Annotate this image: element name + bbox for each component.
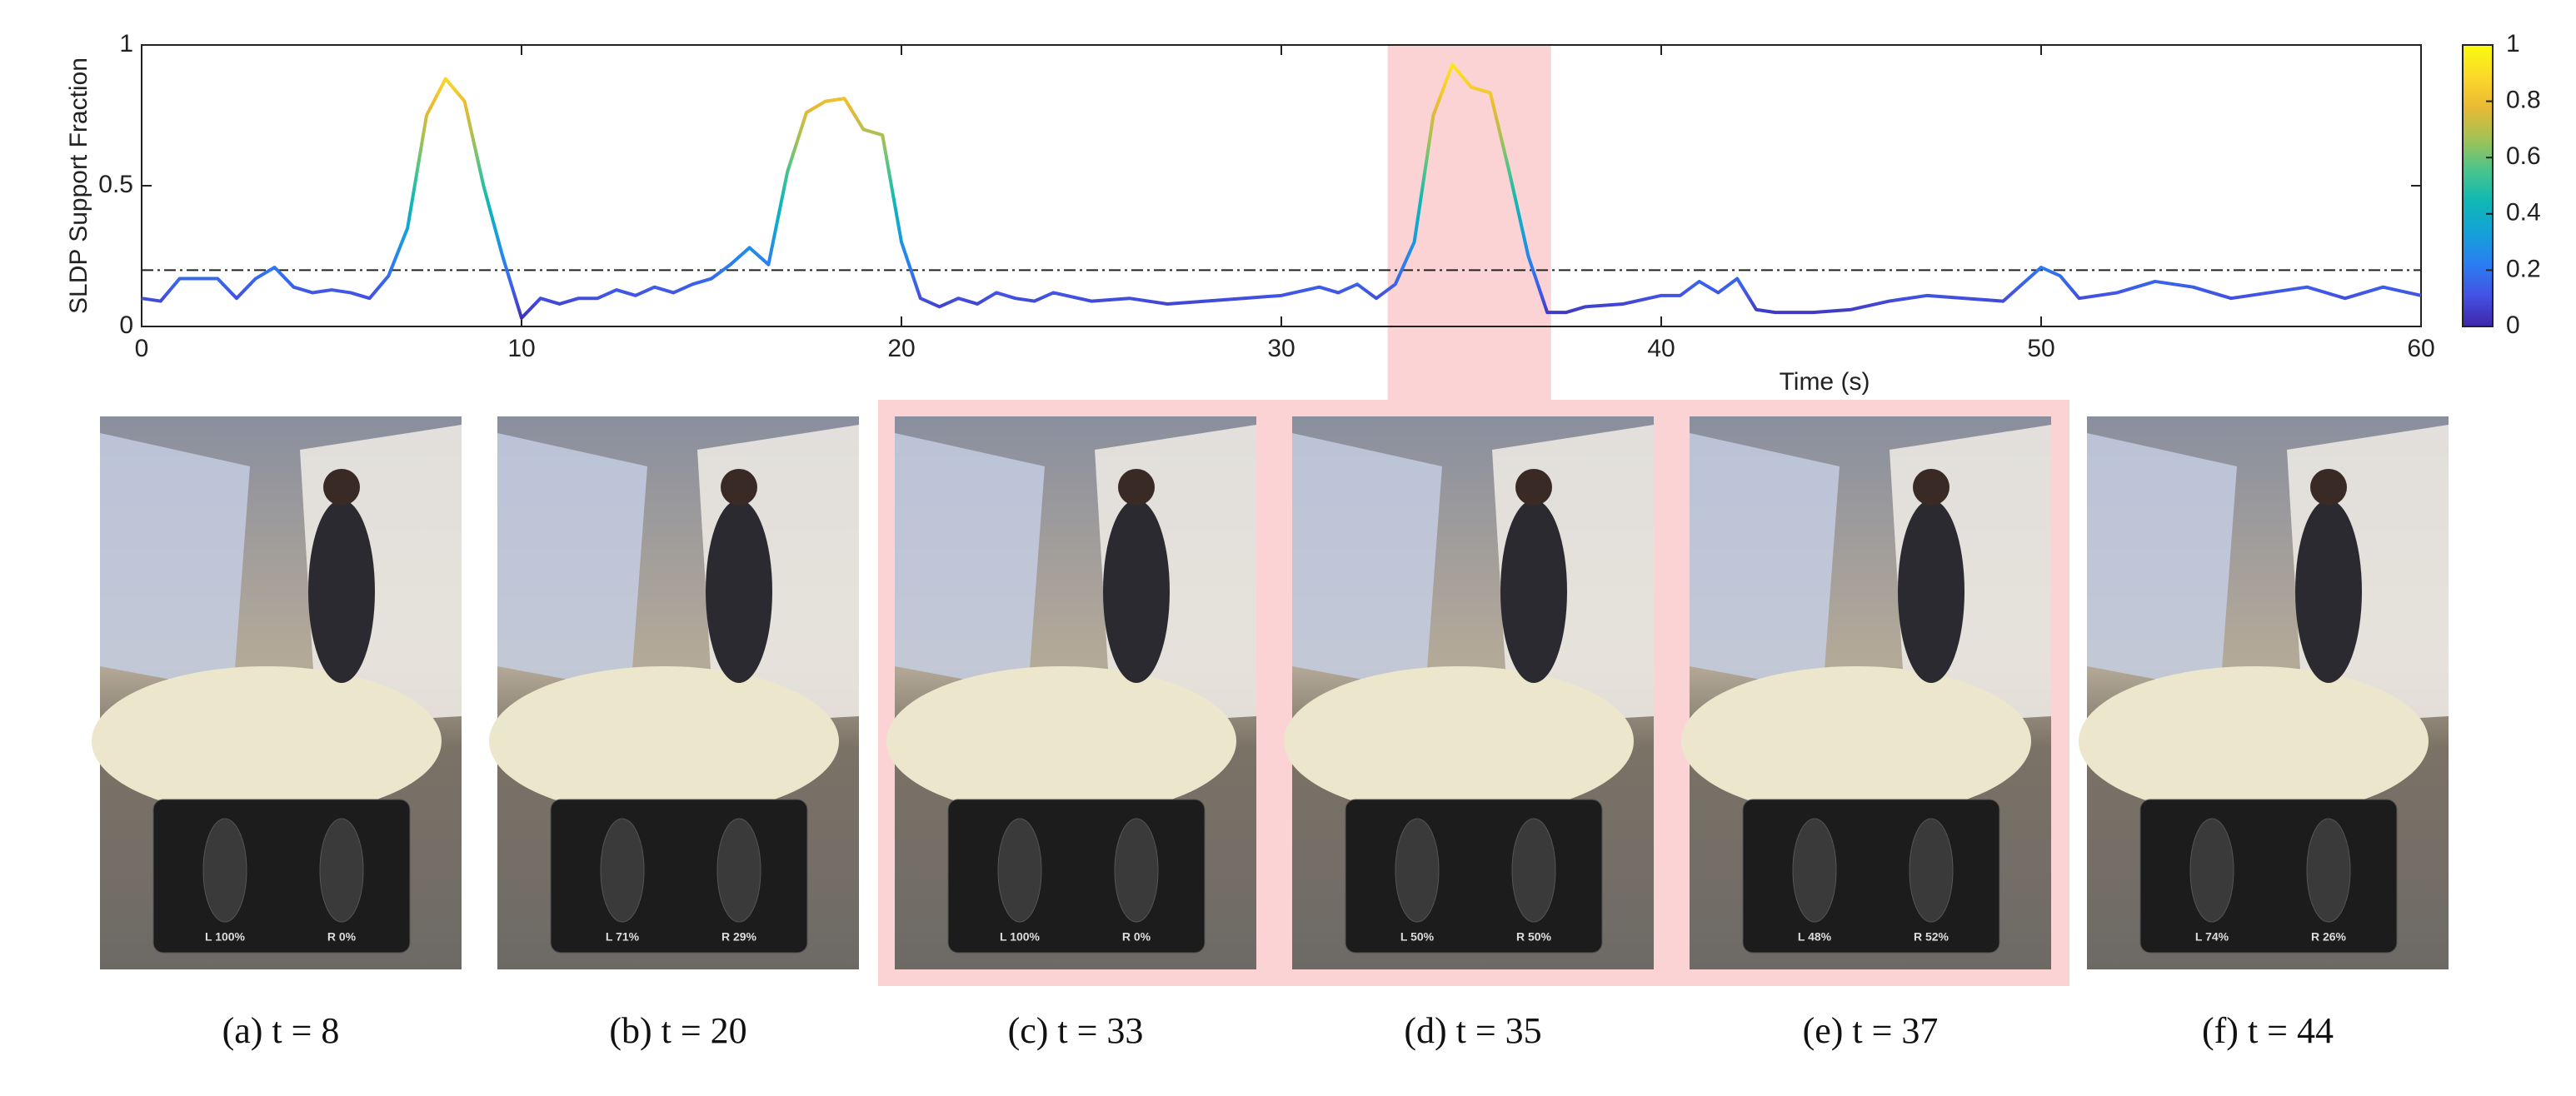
- left-foot: [1792, 818, 1837, 923]
- platform: [1681, 666, 2031, 816]
- right-percent: R 29%: [721, 930, 757, 944]
- right-foot: [319, 818, 364, 923]
- curtain: [100, 433, 250, 691]
- y-axis-label: SLDP Support Fraction: [65, 57, 92, 314]
- person: [308, 500, 375, 683]
- left-foot: [2189, 818, 2234, 923]
- platform: [1284, 666, 1634, 816]
- y-tick-label: 0.5: [98, 171, 133, 198]
- colorbar-tick-label: 0: [2506, 311, 2520, 339]
- data-line: [141, 62, 2422, 320]
- pressure-panel: [1742, 799, 2000, 954]
- right-foot: [1511, 818, 1556, 923]
- curtain: [497, 433, 647, 691]
- person: [706, 500, 772, 683]
- head: [721, 469, 757, 506]
- highlight-band: [1387, 45, 1551, 400]
- left-percent: L 71%: [606, 930, 640, 944]
- curtain: [1690, 433, 1840, 691]
- colorbar-tick-label: 1: [2506, 30, 2520, 57]
- left-foot: [997, 818, 1042, 923]
- person: [1103, 500, 1170, 683]
- left-percent: L 100%: [1000, 930, 1041, 944]
- right-percent: R 26%: [2311, 930, 2347, 944]
- right-percent: R 52%: [1914, 930, 1949, 944]
- person: [2295, 500, 2362, 683]
- pressure-panel: [947, 799, 1206, 954]
- platform: [2079, 666, 2429, 816]
- caption: (a) t = 8: [222, 1010, 340, 1051]
- caption: (e) t = 37: [1803, 1010, 1939, 1051]
- x-tick-label: 30: [1267, 335, 1295, 362]
- pressure-panel: [550, 799, 808, 954]
- x-tick-label: 20: [887, 335, 915, 362]
- right-percent: R 50%: [1516, 930, 1552, 944]
- colorbar-tick-label: 0.8: [2506, 87, 2541, 114]
- platform: [92, 666, 442, 816]
- colorbar-tick-label: 0.2: [2506, 255, 2541, 282]
- caption: (c) t = 33: [1008, 1010, 1144, 1051]
- pressure-panel: [2139, 799, 2398, 954]
- curtain: [2087, 433, 2237, 691]
- caption: (b) t = 20: [609, 1010, 746, 1051]
- head: [1913, 469, 1949, 506]
- caption: (f) t = 44: [2202, 1010, 2334, 1051]
- y-tick-label: 0: [119, 311, 133, 339]
- left-percent: L 74%: [2195, 930, 2229, 944]
- right-percent: R 0%: [1122, 930, 1151, 944]
- head: [1118, 469, 1155, 506]
- platform: [489, 666, 839, 816]
- person: [1898, 500, 1964, 683]
- x-tick-label: 40: [1647, 335, 1675, 362]
- pressure-panel: [152, 799, 411, 954]
- y-tick-label: 1: [119, 30, 133, 57]
- left-percent: L 48%: [1798, 930, 1832, 944]
- colorbar-tick-label: 0.6: [2506, 142, 2541, 170]
- left-foot: [202, 818, 247, 923]
- right-foot: [1114, 818, 1159, 923]
- left-percent: L 50%: [1400, 930, 1435, 944]
- right-foot: [1909, 818, 1954, 923]
- right-foot: [2306, 818, 2351, 923]
- curtain: [895, 433, 1045, 691]
- x-tick-label: 50: [2027, 335, 2054, 362]
- caption: (d) t = 35: [1404, 1010, 1541, 1051]
- pressure-panel: [1345, 799, 1603, 954]
- left-foot: [600, 818, 645, 923]
- platform: [886, 666, 1236, 816]
- left-percent: L 100%: [205, 930, 246, 944]
- person: [1500, 500, 1567, 683]
- x-tick-label: 0: [135, 335, 149, 362]
- left-foot: [1395, 818, 1440, 923]
- curtain: [1292, 433, 1442, 691]
- head: [1515, 469, 1552, 506]
- head: [2310, 469, 2347, 506]
- colorbar: [2462, 44, 2494, 327]
- x-tick-label: 60: [2407, 335, 2434, 362]
- head: [323, 469, 360, 506]
- x-axis-label: Time (s): [1780, 368, 1870, 396]
- x-tick-label: 10: [507, 335, 535, 362]
- colorbar-tick-label: 0.4: [2506, 199, 2541, 227]
- right-foot: [716, 818, 761, 923]
- right-percent: R 0%: [327, 930, 357, 944]
